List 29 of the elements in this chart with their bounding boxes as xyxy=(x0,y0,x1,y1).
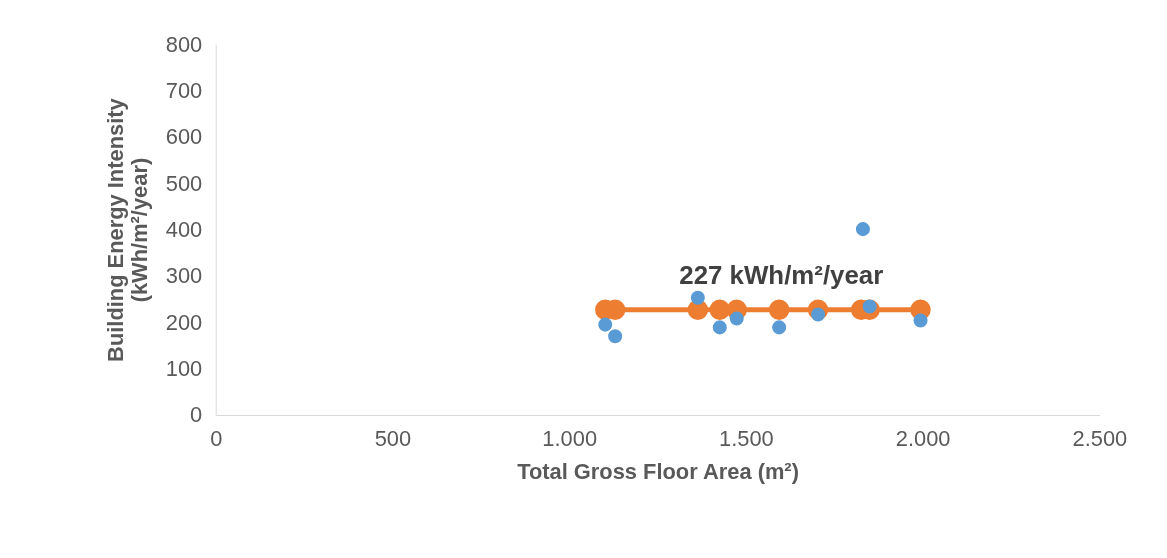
point xyxy=(855,222,870,237)
y-tick-label: 400 xyxy=(165,217,203,243)
point xyxy=(608,329,623,344)
y-tick-label: 500 xyxy=(165,170,203,196)
point xyxy=(913,313,928,328)
x-tick-label: 1.000 xyxy=(542,426,598,452)
y-tick-label: 700 xyxy=(165,78,203,104)
y-tick-label: 100 xyxy=(165,356,203,382)
y-tick-label: 0 xyxy=(190,402,203,428)
point xyxy=(690,290,705,305)
y-tick-label: 200 xyxy=(165,309,203,335)
point xyxy=(598,317,613,332)
point xyxy=(712,320,727,335)
x-tick-label: 500 xyxy=(374,426,412,452)
x-tick-label: 0 xyxy=(210,426,223,452)
x-tick-label: 1.500 xyxy=(719,426,774,452)
point xyxy=(709,299,730,320)
y-axis-title: Building Energy Intensity (kWh/m²/year) xyxy=(103,97,152,362)
annotation: 227 kWh/m²/year xyxy=(679,260,884,289)
y-tick-label: 300 xyxy=(165,263,203,289)
x-tick-label: 2.000 xyxy=(895,426,951,452)
x-tick-label: 2.500 xyxy=(1072,426,1128,452)
point xyxy=(768,299,790,320)
point xyxy=(862,299,877,314)
point xyxy=(729,311,744,326)
x-axis-title: Total Gross Floor Area (m²) xyxy=(517,459,799,485)
point xyxy=(772,320,787,335)
y-tick-label: 600 xyxy=(165,124,203,150)
y-tick-label: 800 xyxy=(165,31,203,57)
